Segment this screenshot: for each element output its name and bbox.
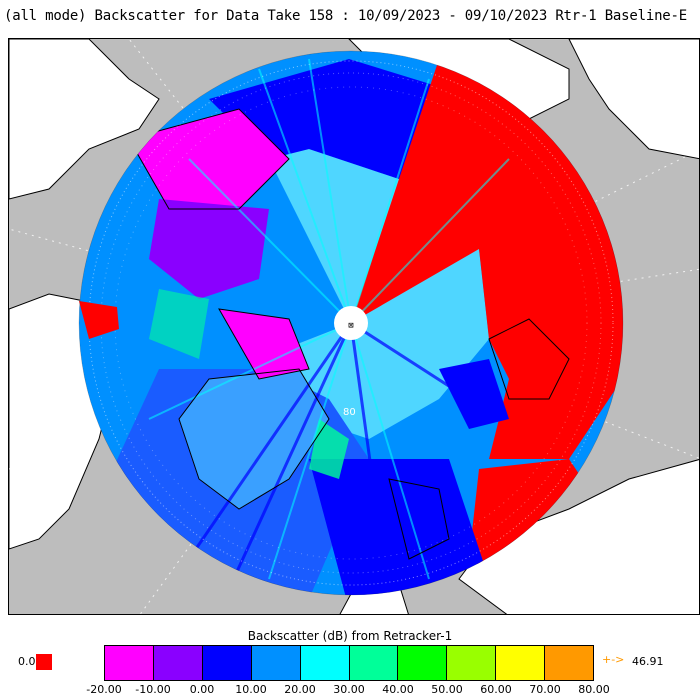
colorbar-segment (202, 646, 252, 680)
plot-title: (all mode) Backscatter for Data Take 158… (4, 8, 687, 24)
meridian-label: 80 (343, 407, 356, 418)
colorbar-tick-label: 60.00 (480, 683, 512, 696)
over-range-arrow: +-> (602, 653, 625, 666)
colorbar (104, 645, 594, 681)
over-range-value: 46.91 (632, 655, 664, 668)
colorbar-ticks: -20.00 -10.00 0.00 10.00 20.00 30.00 40.00 50.0… (86, 683, 609, 697)
colorbar-segment (349, 646, 399, 680)
colorbar-segment (153, 646, 203, 680)
pole-label: ⊠ (348, 321, 353, 331)
colorbar-tick-label: 0.00 (189, 683, 215, 696)
colorbar-segment (398, 646, 448, 680)
colorbar-tick-label: 80.00 (578, 683, 610, 696)
colorbar-segment (105, 646, 154, 680)
map-canvas: ⊠ 80 (9, 39, 699, 614)
under-range-swatch (36, 654, 52, 670)
colorbar-tick-label: 10.00 (235, 683, 267, 696)
colorbar-tick-label: -20.00 (86, 683, 122, 696)
colorbar-tick-label: -10.00 (135, 683, 171, 696)
colorbar-segment (300, 646, 350, 680)
colorbar-segment (496, 646, 546, 680)
colorbar-tick-label: 70.00 (529, 683, 561, 696)
colorbar-title: Backscatter (dB) from Retracker-1 (247, 629, 453, 643)
pole-hole (334, 306, 368, 340)
colorbar-tick-label: 40.00 (382, 683, 414, 696)
under-range-value: 0.0 (18, 655, 36, 668)
colorbar-segment (447, 646, 497, 680)
colorbar-tick-label: 50.00 (431, 683, 463, 696)
backscatter-swath (79, 51, 623, 595)
colorbar-segment (545, 646, 594, 680)
polar-map: ⊠ 80 (8, 38, 700, 615)
colorbar-tick-label: 20.00 (284, 683, 316, 696)
colorbar-segment (251, 646, 301, 680)
alaska-strip (79, 301, 119, 339)
colorbar-tick-label: 30.00 (333, 683, 365, 696)
